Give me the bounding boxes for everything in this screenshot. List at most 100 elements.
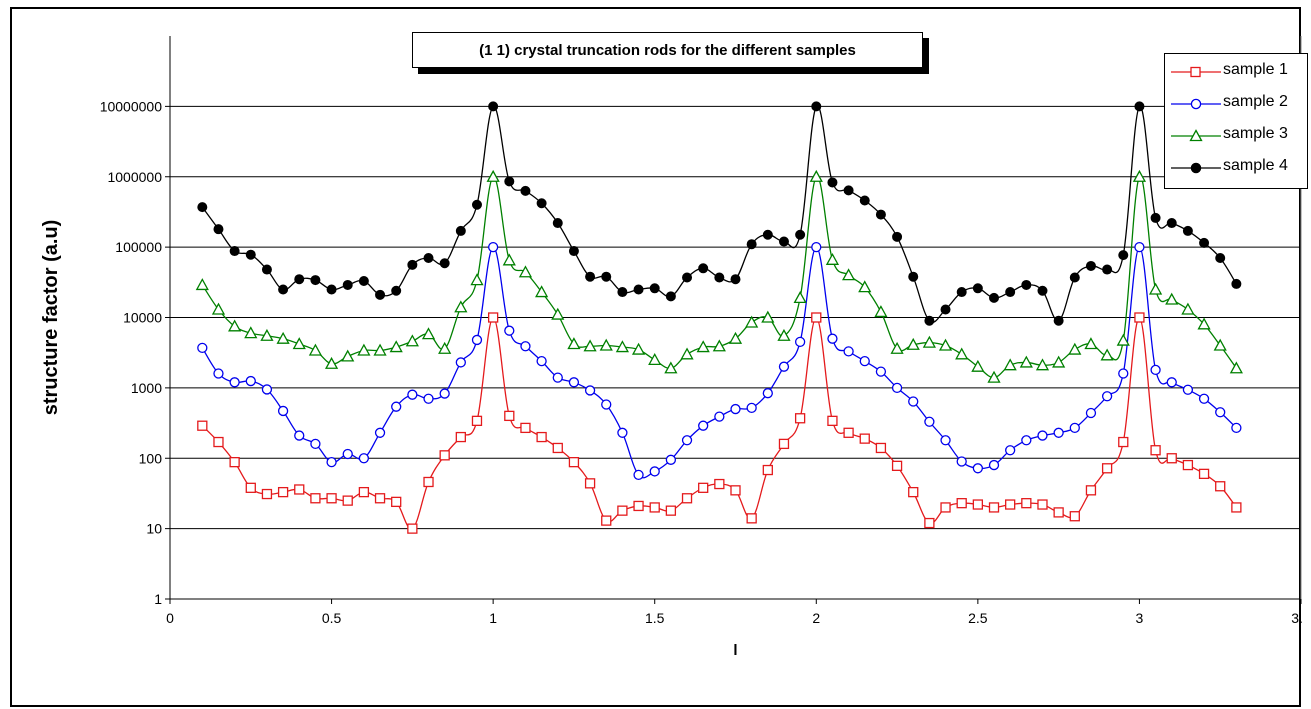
x-tick-label: 0 bbox=[166, 610, 174, 626]
x-tick-label: 2 bbox=[812, 610, 820, 626]
data-point bbox=[665, 454, 677, 465]
data-point bbox=[294, 484, 305, 495]
data-point bbox=[245, 249, 256, 260]
data-point bbox=[811, 101, 822, 112]
data-point bbox=[924, 416, 935, 427]
data-point bbox=[940, 435, 951, 446]
data-point bbox=[972, 283, 983, 294]
data-point bbox=[1085, 260, 1096, 271]
data-point bbox=[698, 482, 709, 493]
data-point bbox=[407, 259, 418, 270]
data-point bbox=[1069, 272, 1080, 283]
data-point bbox=[1134, 312, 1145, 323]
data-point bbox=[471, 415, 483, 426]
data-point bbox=[1197, 317, 1211, 330]
data-point bbox=[324, 356, 339, 369]
data-point bbox=[746, 513, 757, 524]
data-point bbox=[520, 185, 531, 196]
data-point bbox=[843, 185, 854, 196]
data-point bbox=[875, 442, 887, 454]
data-point bbox=[1116, 333, 1130, 346]
data-point bbox=[1085, 485, 1097, 496]
data-point bbox=[1019, 355, 1033, 368]
data-point bbox=[777, 328, 791, 341]
data-point bbox=[439, 388, 450, 399]
data-point bbox=[389, 340, 403, 353]
data-point bbox=[809, 169, 823, 182]
data-point bbox=[504, 325, 515, 336]
data-point bbox=[261, 264, 272, 275]
x-tick-label: 1 bbox=[489, 610, 497, 626]
data-point bbox=[261, 488, 273, 500]
data-point bbox=[358, 453, 370, 464]
data-point bbox=[906, 337, 920, 350]
series-line bbox=[201, 105, 1237, 323]
data-point bbox=[583, 339, 597, 352]
data-point bbox=[617, 505, 628, 516]
data-point bbox=[746, 402, 757, 414]
data-point bbox=[827, 177, 838, 188]
data-point bbox=[1181, 302, 1195, 315]
data-point bbox=[908, 396, 919, 407]
data-point bbox=[1134, 101, 1145, 112]
data-point bbox=[260, 328, 274, 341]
data-point bbox=[1118, 436, 1129, 448]
data-point bbox=[470, 273, 484, 286]
data-point bbox=[890, 341, 904, 354]
data-point bbox=[794, 413, 806, 424]
data-point bbox=[1021, 435, 1032, 446]
data-point bbox=[989, 292, 1000, 303]
data-point bbox=[956, 498, 967, 509]
data-point bbox=[601, 399, 612, 410]
data-point bbox=[278, 284, 289, 295]
data-point bbox=[1165, 292, 1179, 305]
data-point bbox=[211, 302, 226, 315]
data-point bbox=[875, 209, 886, 220]
legend-label: sample 3 bbox=[1223, 125, 1288, 142]
y-tick-label: 10000 bbox=[123, 310, 162, 326]
data-point bbox=[407, 389, 418, 400]
data-point bbox=[842, 268, 856, 281]
data-point bbox=[908, 486, 919, 498]
data-point bbox=[326, 457, 337, 468]
data-point bbox=[1005, 445, 1016, 456]
data-point bbox=[423, 253, 434, 264]
data-point bbox=[859, 433, 870, 444]
data-point bbox=[245, 482, 256, 493]
data-point bbox=[1101, 391, 1113, 402]
data-point bbox=[1037, 285, 1048, 296]
chart-canvas: 1 10 100 1000 10000 100000 1000000 10000000 0 0.5… bbox=[40, 36, 1303, 659]
data-point bbox=[535, 285, 549, 298]
data-point bbox=[213, 436, 224, 448]
data-point bbox=[843, 427, 854, 438]
data-point bbox=[1213, 338, 1227, 351]
data-point bbox=[454, 300, 468, 313]
data-point bbox=[891, 382, 903, 394]
data-point bbox=[827, 333, 838, 344]
x-tick-label: 0.5 bbox=[322, 610, 342, 626]
data-point bbox=[712, 339, 726, 352]
data-point bbox=[536, 355, 547, 367]
data-point bbox=[197, 342, 208, 354]
data-point bbox=[391, 285, 402, 296]
data-point bbox=[843, 346, 854, 357]
data-point bbox=[486, 169, 500, 182]
data-point bbox=[1215, 481, 1226, 492]
data-point bbox=[1134, 241, 1145, 253]
data-point bbox=[778, 438, 790, 450]
data-point bbox=[956, 456, 967, 467]
data-point bbox=[1003, 358, 1017, 371]
data-point bbox=[584, 385, 596, 396]
data-point bbox=[471, 334, 483, 346]
data-point bbox=[455, 225, 466, 236]
data-point bbox=[504, 176, 515, 187]
data-point bbox=[1231, 422, 1242, 434]
data-point bbox=[326, 284, 337, 295]
data-point bbox=[552, 372, 563, 383]
data-point bbox=[714, 411, 725, 422]
data-point bbox=[294, 430, 305, 441]
y-tick-label: 10 bbox=[146, 521, 162, 537]
data-point bbox=[730, 485, 741, 496]
series-1 bbox=[197, 312, 1242, 534]
data-point bbox=[1231, 502, 1242, 513]
